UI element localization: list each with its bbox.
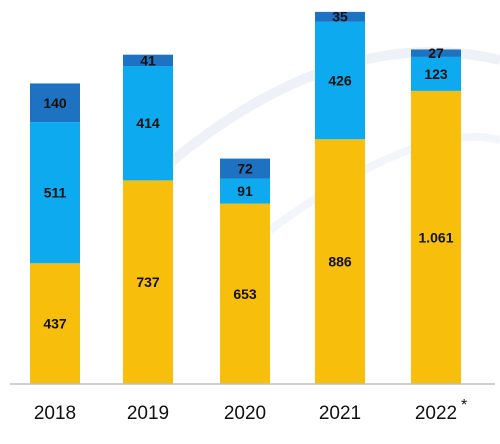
bar-segment-2021-s2 bbox=[315, 21, 365, 140]
bar-segment-2018-s2 bbox=[30, 122, 80, 264]
data-label-2021-s2: 426 bbox=[328, 72, 352, 88]
bar-segment-2022-s2 bbox=[411, 56, 461, 91]
bar-segment-2020-s1 bbox=[220, 203, 270, 384]
x-tick-label-2021: 2021 bbox=[319, 403, 361, 424]
bars-group: 437 511 140 737 414 41 653 91 72 886 426 35 1.061 123… bbox=[30, 9, 461, 384]
bar-segment-2018-s3 bbox=[30, 83, 80, 123]
bar-segment-2020-s3 bbox=[220, 158, 270, 179]
background-swoosh-2 bbox=[267, 132, 500, 234]
data-label-2020-s2: 91 bbox=[237, 183, 253, 199]
data-label-2020-s3: 72 bbox=[237, 161, 253, 177]
data-label-2018-s1: 437 bbox=[43, 316, 67, 332]
bar-segment-2021-s3 bbox=[315, 11, 365, 22]
footnote-asterisk-2022: * bbox=[461, 397, 467, 414]
data-label-2018-s3: 140 bbox=[43, 95, 67, 111]
x-tick-label-2018: 2018 bbox=[34, 403, 76, 424]
data-label-2021-s3: 35 bbox=[332, 9, 348, 25]
bar-segment-2019-s3 bbox=[123, 54, 173, 67]
x-tick-label-2019: 2019 bbox=[127, 403, 169, 424]
x-tick-label-2020: 2020 bbox=[224, 403, 266, 424]
bar-segment-2022-s1 bbox=[411, 90, 461, 384]
bar-segment-2020-s2 bbox=[220, 178, 270, 204]
bar-segment-2022-s3 bbox=[411, 49, 461, 57]
bar-segment-2021-s1 bbox=[315, 139, 365, 384]
data-label-2019-s3: 41 bbox=[140, 52, 156, 68]
bar-segment-2019-s1 bbox=[123, 180, 173, 384]
data-label-2020-s1: 653 bbox=[233, 286, 257, 302]
data-label-2021-s1: 886 bbox=[328, 254, 352, 270]
data-label-2022-s1: 1.061 bbox=[418, 229, 453, 245]
x-tick-labels: 2018 2019 2020 2021 2022 * bbox=[34, 397, 467, 424]
data-label-2018-s2: 511 bbox=[44, 185, 67, 201]
data-label-2019-s1: 737 bbox=[136, 274, 160, 290]
x-tick-label-2022: 2022 bbox=[415, 403, 457, 424]
bar-segment-2018-s1 bbox=[30, 263, 80, 384]
data-label-2022-s3: 27 bbox=[428, 45, 444, 61]
bar-segment-2019-s2 bbox=[123, 66, 173, 181]
data-label-2022-s2: 123 bbox=[424, 66, 448, 82]
data-label-2019-s2: 414 bbox=[136, 115, 160, 131]
